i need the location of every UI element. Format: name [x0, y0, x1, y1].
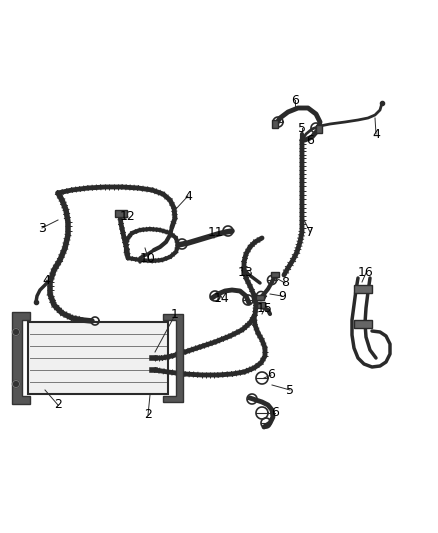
Text: 6: 6: [291, 93, 299, 107]
Bar: [316, 125, 322, 133]
Text: 4: 4: [42, 273, 50, 287]
Circle shape: [13, 381, 20, 387]
Bar: [354, 320, 372, 328]
Text: 8: 8: [281, 277, 289, 289]
Bar: [257, 302, 265, 308]
Circle shape: [13, 328, 20, 335]
Text: 12: 12: [120, 211, 136, 223]
Text: 6: 6: [271, 407, 279, 419]
Text: 9: 9: [278, 289, 286, 303]
Bar: [115, 210, 127, 217]
Text: 4: 4: [372, 127, 380, 141]
Text: 14: 14: [214, 292, 230, 304]
Polygon shape: [163, 314, 183, 402]
Text: 5: 5: [298, 122, 306, 134]
Bar: [354, 285, 372, 293]
Text: 5: 5: [286, 384, 294, 397]
Text: 13: 13: [238, 265, 254, 279]
Text: 11: 11: [208, 227, 224, 239]
Bar: [28, 322, 168, 394]
Text: 15: 15: [257, 302, 273, 314]
Bar: [271, 272, 279, 277]
Text: 7: 7: [306, 225, 314, 238]
Text: 3: 3: [38, 222, 46, 235]
Text: 1: 1: [171, 309, 179, 321]
Bar: [256, 295, 264, 300]
Text: 6: 6: [306, 133, 314, 147]
Text: 2: 2: [144, 408, 152, 422]
Text: 10: 10: [140, 252, 156, 264]
Bar: [272, 120, 278, 128]
Polygon shape: [12, 312, 30, 404]
Text: 16: 16: [358, 266, 374, 279]
Text: 2: 2: [54, 399, 62, 411]
Text: 4: 4: [184, 190, 192, 203]
Text: 6: 6: [267, 368, 275, 382]
